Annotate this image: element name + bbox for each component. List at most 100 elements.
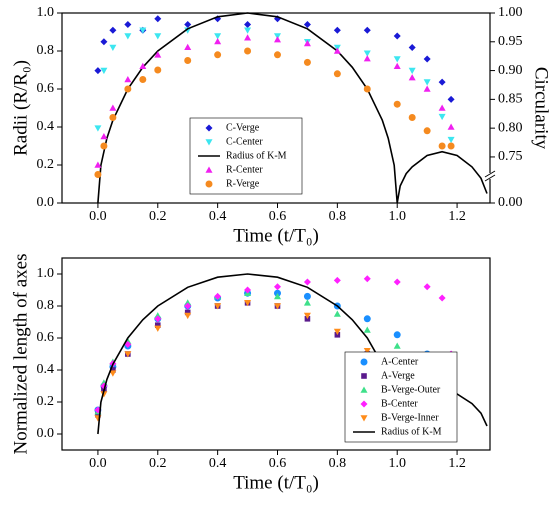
legend-label: B-Center	[381, 398, 418, 409]
y-tick-label: 0.6	[37, 81, 55, 96]
x-tick-label: 0.8	[329, 456, 347, 471]
data-point	[184, 27, 192, 34]
y-tick-label: 0.2	[37, 394, 55, 409]
y2-tick-label: 0.95	[498, 34, 523, 49]
legend-swatch	[360, 358, 368, 366]
x-tick-label: 1.0	[388, 209, 406, 224]
data-point	[438, 113, 446, 121]
legend-label: B-Verge-Outer	[381, 384, 441, 395]
legend-swatch	[205, 166, 213, 173]
legend-label: C-Center	[226, 136, 263, 147]
data-point	[408, 74, 416, 81]
data-point	[184, 312, 192, 320]
data-point	[447, 136, 455, 144]
data-point	[363, 348, 371, 355]
legend-swatch	[361, 373, 367, 379]
data-point	[154, 312, 162, 319]
x-tick-label: 0.6	[269, 209, 287, 224]
data-point	[273, 36, 281, 43]
legend-label: R-Verge	[226, 178, 260, 189]
data-point	[393, 32, 401, 40]
y-tick-label: 0.4	[37, 362, 55, 377]
data-point	[393, 331, 401, 339]
legend-swatch	[205, 124, 213, 132]
data-point	[273, 283, 281, 291]
x-axis-label: Time (t/T₀)	[233, 472, 319, 493]
legend-box	[344, 351, 458, 443]
x-tick-label: 0.0	[89, 209, 107, 224]
data-point	[303, 278, 311, 286]
data-point	[333, 328, 341, 336]
legend-label: A-Verge	[381, 370, 415, 381]
legend-label: C-Verge	[226, 122, 260, 133]
data-point	[124, 76, 132, 83]
y2-axis-label: Circularity	[531, 67, 552, 150]
x-tick-label: 0.2	[149, 456, 167, 471]
data-point	[303, 292, 311, 300]
x-axis-label: Time (t/T₀)	[233, 225, 319, 246]
x-tick-label: 1.0	[388, 456, 406, 471]
data-point	[303, 39, 311, 47]
data-point	[109, 44, 117, 52]
data-point	[333, 47, 341, 54]
data-point	[214, 51, 222, 59]
axis-break	[484, 174, 496, 182]
data-point	[124, 351, 132, 358]
data-point	[333, 26, 341, 34]
y-tick-label: 1.0	[37, 5, 55, 20]
km-curve	[97, 12, 488, 204]
data-point	[423, 55, 431, 63]
data-point	[408, 67, 416, 75]
x-tick-label: 0.2	[149, 209, 167, 224]
data-point	[423, 283, 431, 291]
data-point	[214, 33, 222, 40]
data-point	[244, 47, 252, 55]
data-point	[393, 62, 401, 69]
y-tick-label: 0.8	[37, 298, 55, 313]
data-point	[273, 51, 281, 59]
y-tick-label: 0.2	[37, 157, 55, 172]
data-point	[333, 310, 341, 317]
legend-swatch	[360, 386, 368, 393]
y2-tick-label: 0.80	[498, 120, 523, 135]
data-point	[303, 21, 311, 29]
legend-swatch	[205, 139, 213, 146]
y-axis-label: Radii (R/R₀)	[10, 60, 31, 156]
data-point	[154, 325, 162, 332]
data-point	[438, 142, 446, 150]
x-tick-label: 1.2	[448, 456, 466, 471]
legend-swatch	[360, 400, 368, 408]
y-tick-label: 0.8	[37, 43, 55, 58]
x-tick-label: 0.4	[209, 456, 227, 471]
data-point	[154, 15, 162, 23]
data-point	[273, 303, 281, 310]
x-tick-label: 0.4	[209, 209, 227, 224]
y-axis-label: Normalized length of axes	[10, 253, 31, 454]
y-tick-label: 0.0	[37, 195, 55, 210]
data-point	[423, 127, 431, 135]
data-point	[244, 21, 252, 29]
data-point	[154, 315, 162, 323]
data-point	[393, 100, 401, 108]
data-point	[273, 292, 281, 300]
x-tick-label: 0.6	[269, 456, 287, 471]
data-point	[244, 300, 252, 307]
legend-label: B-Verge-Inner	[381, 412, 439, 423]
legend-label: Radius of K-M	[226, 150, 287, 161]
data-point	[303, 299, 311, 306]
data-point	[363, 326, 371, 333]
legend-label: Radius of K-M	[381, 426, 442, 437]
data-point	[109, 370, 117, 377]
legend-swatch	[360, 415, 368, 422]
data-point	[94, 125, 102, 132]
data-point	[363, 315, 371, 323]
data-point	[438, 294, 446, 302]
data-point	[393, 56, 401, 63]
y2-tick-label: 0.90	[498, 63, 523, 78]
data-point	[333, 70, 341, 78]
axis-break-gap	[487, 173, 493, 179]
x-tick-label: 0.0	[89, 456, 107, 471]
legend-label: A-Center	[381, 356, 419, 367]
